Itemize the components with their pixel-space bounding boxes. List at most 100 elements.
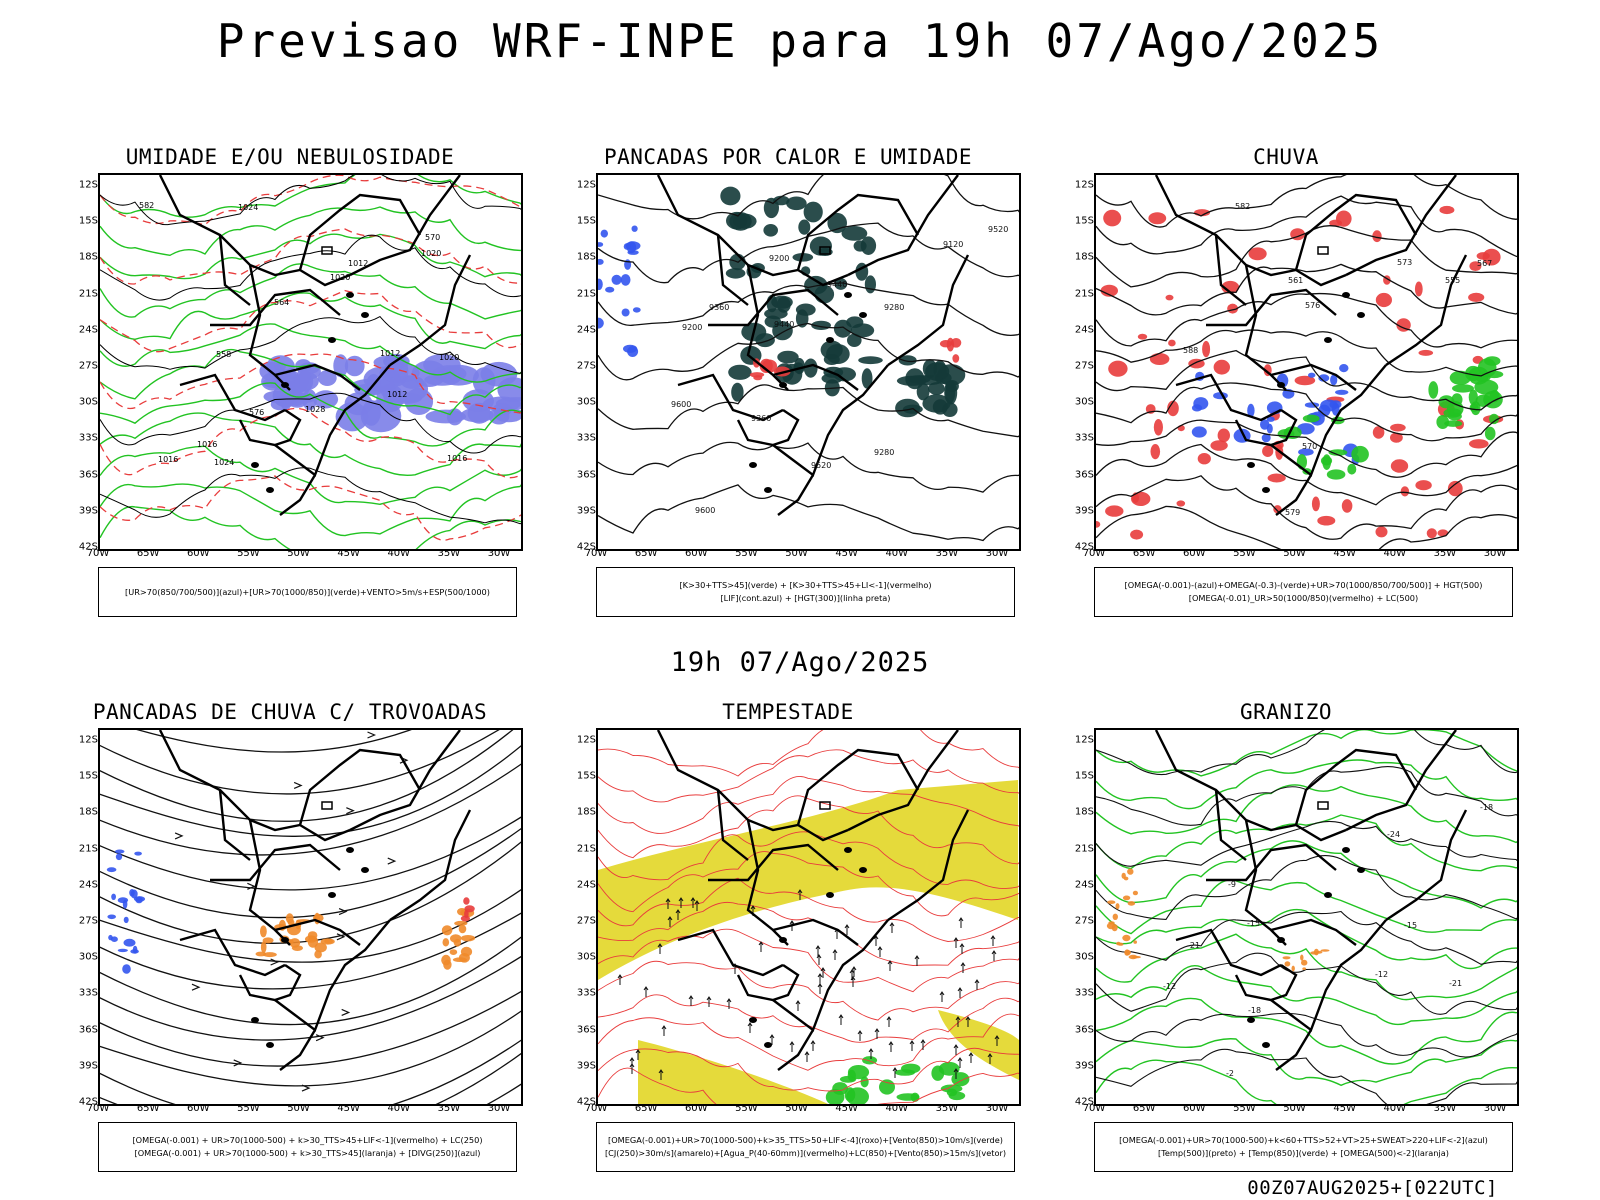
latitude-tick-label: 15S: [78, 770, 98, 782]
contour-label: -21: [1449, 979, 1462, 988]
longitude-tick-label: 50W: [287, 548, 310, 559]
legend-line: [CJ(250)>30m/s](amarelo)+[Agua_P(40-60mm…: [604, 1148, 1007, 1158]
legend-box: [K>30+TTS>45](verde) + [K>30+TTS>45+LI<-…: [596, 567, 1015, 617]
latitude-tick-label: 30S: [1074, 951, 1094, 963]
longitude-tick-label: 55W: [1233, 1103, 1256, 1114]
latitude-tick-label: 30S: [78, 951, 98, 963]
longitude-tick-label: 65W: [1132, 1103, 1156, 1114]
latitude-tick-label: 18S: [576, 806, 596, 818]
forecast-map: 9600 9520 9440 9360 9280 9200 9120 9600 9520 9440…: [596, 173, 1021, 551]
legend-line: [UR>70(850/700/500)](azul)+[UR>70(1000/8…: [125, 586, 490, 597]
latitude-tick-label: 24S: [1074, 879, 1094, 891]
contour-label: 1012: [380, 349, 400, 358]
longitude-tick-label: 45W: [835, 1103, 858, 1114]
longitude-tick-label: 50W: [785, 1103, 808, 1114]
latitude-tick-label: 27S: [78, 360, 98, 372]
latitude-tick-label: 39S: [78, 1060, 98, 1072]
latitude-tick-label: 15S: [1074, 770, 1094, 782]
contour-label: -12: [1163, 982, 1176, 991]
latitude-tick-label: 12S: [78, 734, 98, 746]
latitude-tick-label: 15S: [576, 215, 596, 227]
latitude-axis: 12S 15S 18S 21S 24S 27S 30S 33S 36S 39S 42S: [556, 173, 596, 553]
contour-label: 561: [1288, 276, 1303, 285]
longitude-tick-label: 60W: [684, 548, 708, 559]
latitude-tick-label: 15S: [576, 770, 596, 782]
map-graphic: 588 582 576 573 570 567 561 555 579: [1096, 175, 1517, 549]
map-graphic: [598, 730, 1019, 1104]
contour-label: 9600: [671, 400, 691, 409]
latitude-tick-label: 12S: [1074, 179, 1094, 191]
legend-box: [UR>70(850/700/500)](azul)+[UR>70(1000/8…: [98, 567, 517, 617]
latitude-tick-label: 30S: [576, 396, 596, 408]
contour-label: 576: [249, 408, 264, 417]
legend-box: [OMEGA(-0.001)+UR>70(1000-500)+k<60+TTS>…: [1094, 1122, 1513, 1172]
contour-label: 9280: [884, 303, 904, 312]
longitude-tick-label: 55W: [1233, 548, 1256, 559]
contour-label: -9: [1228, 880, 1236, 889]
longitude-tick-label: 30W: [1483, 548, 1507, 559]
contour-label: 9600: [695, 506, 715, 515]
map-panel: CHUVA 12S 15S 18S 21S 24S 27S 30S 33S 36S 39S 42S 58…: [1046, 145, 1526, 617]
longitude-axis: 70W 65W 60W 55W 50W 45W 40W 35W 30W: [1083, 1103, 1515, 1115]
longitude-tick-label: 70W: [1082, 548, 1106, 559]
longitude-tick-label: 40W: [1383, 548, 1407, 559]
map-panel: PANCADAS POR CALOR E UMIDADE 12S 15S 18S 21S…: [548, 145, 1028, 617]
latitude-tick-label: 42S: [78, 1096, 98, 1108]
legend-line: [Temp(500)](preto) + [Temp(850)](verde) …: [1158, 1148, 1449, 1158]
legend-line: [OMEGA(-0.001)-(azul)+OMEGA(-0.3)-(verde…: [1124, 580, 1483, 590]
legend-line: [OMEGA(-0.001)+UR>70(1000-500)+k<60+TTS>…: [1119, 1135, 1488, 1145]
latitude-tick-label: 24S: [78, 324, 98, 336]
longitude-axis: 70W 65W 60W 55W 50W 45W 40W 35W 30W: [585, 548, 1017, 560]
panel-title: TEMPESTADE: [722, 700, 854, 724]
contour-label: 9200: [769, 254, 789, 263]
longitude-tick-label: 65W: [1132, 548, 1156, 559]
contour-label: 567: [1477, 259, 1492, 268]
longitude-axis: 70W 65W 60W 55W 50W 45W 40W 35W 30W: [87, 548, 519, 560]
latitude-tick-label: 33S: [78, 432, 98, 444]
longitude-tick-label: 35W: [437, 548, 461, 559]
latitude-tick-label: 27S: [1074, 360, 1094, 372]
legend-line: [OMEGA(-0.001) + UR>70(1000-500) + k>30_…: [134, 1148, 481, 1158]
latitude-tick-label: 21S: [1074, 288, 1094, 300]
map-graphic: 9600 9520 9440 9360 9280 9200 9120 9600 9520 9440…: [598, 175, 1019, 542]
longitude-tick-label: 40W: [387, 548, 411, 559]
longitude-tick-label: 70W: [86, 1103, 110, 1114]
latitude-tick-label: 21S: [576, 843, 596, 855]
longitude-axis: 70W 65W 60W 55W 50W 45W 40W 35W 30W: [585, 1103, 1017, 1115]
longitude-tick-label: 60W: [1182, 1103, 1206, 1114]
longitude-tick-label: 30W: [985, 548, 1009, 559]
legend-line: [K>30+TTS>45](verde) + [K>30+TTS>45+LI<-…: [679, 580, 932, 590]
contour-label: 558: [216, 350, 231, 359]
longitude-tick-label: 45W: [835, 548, 858, 559]
latitude-axis: 12S 15S 18S 21S 24S 27S 30S 33S 36S 39S 42S: [1054, 173, 1094, 553]
contour-label: 570: [425, 233, 440, 242]
latitude-tick-label: 21S: [78, 288, 98, 300]
contour-label: 1028: [305, 405, 325, 414]
latitude-axis: 12S 15S 18S 21S 24S 27S 30S 33S 36S 39S 42S: [556, 728, 596, 1108]
longitude-tick-label: 60W: [186, 1103, 210, 1114]
longitude-tick-label: 60W: [186, 548, 210, 559]
longitude-tick-label: 50W: [1283, 1103, 1306, 1114]
contour-label: 9200: [682, 323, 702, 332]
latitude-tick-label: 39S: [576, 1060, 596, 1072]
latitude-tick-label: 42S: [576, 1096, 596, 1108]
latitude-tick-label: 30S: [78, 396, 98, 408]
latitude-tick-label: 36S: [78, 469, 98, 481]
contour-label: 1016: [158, 455, 178, 464]
latitude-tick-label: 36S: [1074, 469, 1094, 481]
contour-label: -18: [1480, 803, 1493, 812]
panel-title: UMIDADE E/OU NEBULOSIDADE: [125, 145, 455, 169]
map-graphic: [100, 730, 521, 1104]
longitude-tick-label: 55W: [735, 548, 758, 559]
longitude-tick-label: 30W: [985, 1103, 1009, 1114]
latitude-tick-label: 33S: [78, 987, 98, 999]
longitude-tick-label: 35W: [1433, 1103, 1457, 1114]
latitude-tick-label: 39S: [576, 505, 596, 517]
longitude-tick-label: 40W: [1383, 1103, 1407, 1114]
legend-line: [LIF](cont.azul) + [HGT(300)](linha pret…: [720, 593, 891, 603]
contour-label: 1012: [387, 390, 407, 399]
latitude-tick-label: 42S: [1074, 541, 1094, 553]
legend-line: [OMEGA(-0.001)+UR>70(1000-500)+k>35_TTS>…: [608, 1135, 1003, 1145]
contour-label: -15: [1404, 921, 1417, 930]
longitude-tick-label: 35W: [1433, 548, 1457, 559]
